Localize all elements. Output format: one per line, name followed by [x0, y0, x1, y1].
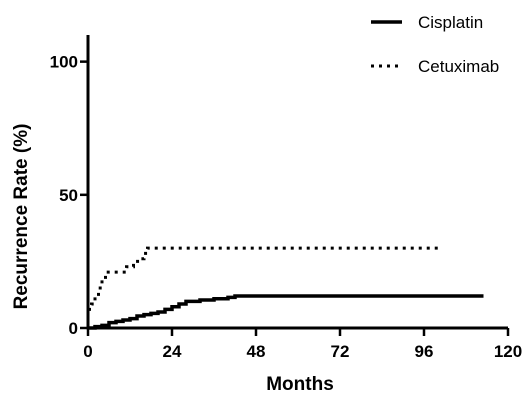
series-line-cisplatin — [88, 294, 484, 330]
x-tick-label: 48 — [247, 342, 266, 361]
y-ticks: 0 50 100 — [50, 53, 88, 338]
series-line-cetuximab — [88, 246, 438, 311]
x-tick-label: 96 — [415, 342, 434, 361]
x-axis-title: Months — [266, 374, 334, 395]
legend-label-cetuximab: Cetuximab — [418, 57, 499, 76]
y-tick-label: 0 — [69, 319, 78, 338]
y-axis-title: Recurrence Rate (%) — [11, 124, 32, 310]
y-tick-label: 100 — [50, 53, 78, 72]
plot-area — [88, 246, 484, 330]
x-tick-label: 120 — [494, 342, 522, 361]
y-tick-label: 50 — [59, 186, 78, 205]
x-tick-label: 0 — [83, 342, 92, 361]
x-tick-label: 24 — [163, 342, 182, 361]
legend-label-cisplatin: Cisplatin — [418, 13, 483, 32]
x-ticks: 0 24 48 72 96 120 — [83, 328, 522, 361]
legend: Cisplatin Cetuximab — [371, 13, 499, 76]
x-tick-label: 72 — [331, 342, 350, 361]
